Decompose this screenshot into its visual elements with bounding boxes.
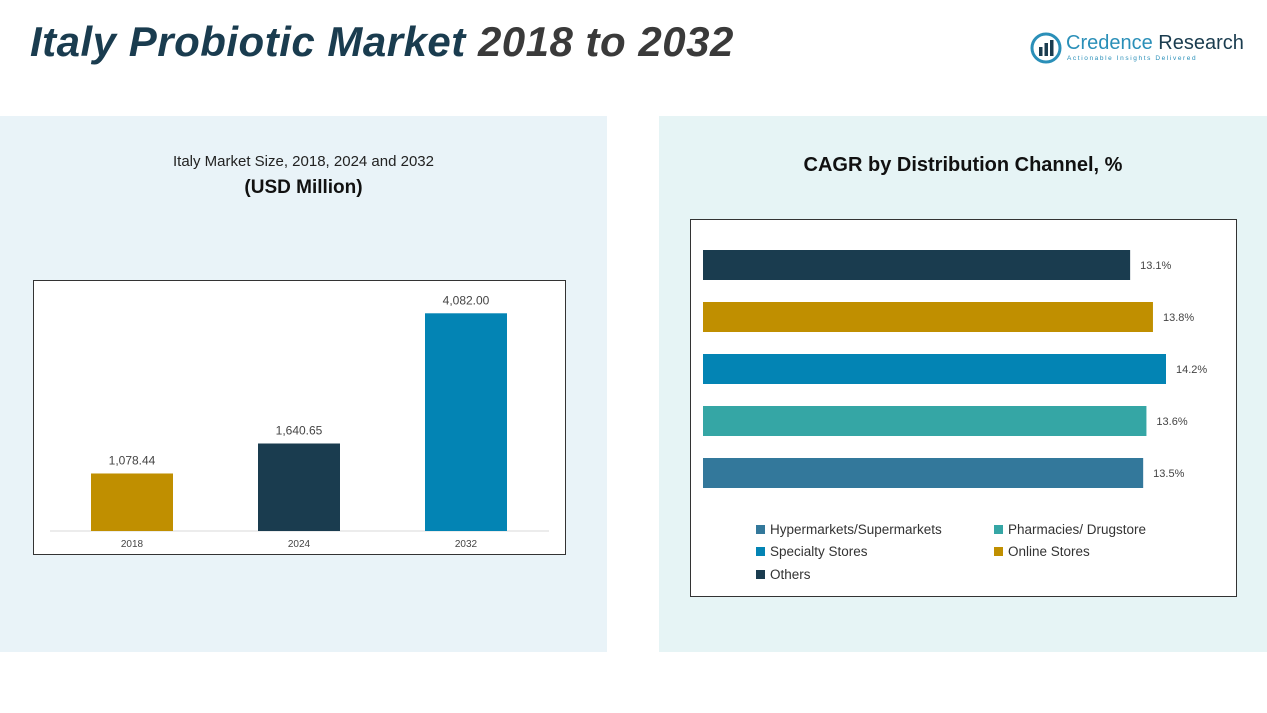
bar-2018 <box>91 473 173 531</box>
legend-item: Pharmacies/ Drugstore <box>994 522 1146 537</box>
legend-swatch <box>756 570 765 579</box>
legend-label: Specialty Stores <box>770 544 868 559</box>
legend-swatch <box>994 547 1003 556</box>
logo-name-part2: Research <box>1158 32 1244 54</box>
legend-label: Others <box>770 567 811 582</box>
hbar-value-label: 13.5% <box>1153 468 1184 480</box>
credence-research-logo: Credence Research Actionable Insights De… <box>1030 30 1244 66</box>
cagr-chart-frame: 13.1% 13.8% 14.2% 13.6% 13.5% Hypermarkets/S… <box>690 219 1237 597</box>
hbar-specialty-stores <box>703 354 1166 384</box>
market-size-panel: Italy Market Size, 2018, 2024 and 2032 (… <box>0 116 607 652</box>
cagr-bar-chart: 13.1% 13.8% 14.2% 13.6% 13.5% <box>703 250 1207 488</box>
x-tick-label: 2024 <box>288 539 311 550</box>
hbar-value-label: 14.2% <box>1176 364 1207 376</box>
page-title: Italy Probiotic Market 2018 to 2032 <box>30 18 734 66</box>
market-size-chart-frame: 1,078.44 2018 1,640.65 2024 4,082.00 2032 <box>33 280 566 555</box>
legend-item: Online Stores <box>994 544 1090 559</box>
market-size-bar-chart: 1,078.44 2018 1,640.65 2024 4,082.00 2032 <box>50 293 549 550</box>
cagr-panel: CAGR by Distribution Channel, % 13.1% 13.… <box>659 116 1267 652</box>
hbar-hypermarkets-supermarkets <box>703 458 1144 488</box>
bar-2024 <box>258 443 340 531</box>
logo-name: Credence Research <box>1066 32 1244 55</box>
hbar-value-label: 13.1% <box>1140 260 1171 272</box>
bar-value-label: 4,082.00 <box>443 293 490 307</box>
x-tick-label: 2018 <box>121 539 144 550</box>
hbar-pharmacies-drugstore <box>703 406 1147 436</box>
bar-value-label: 1,640.65 <box>276 423 323 437</box>
legend-label: Hypermarkets/Supermarkets <box>770 522 942 537</box>
legend-swatch <box>994 525 1003 534</box>
logo-name-part1: Credence <box>1066 32 1153 54</box>
market-size-title: Italy Market Size, 2018, 2024 and 2032 <box>172 153 434 170</box>
legend-label: Pharmacies/ Drugstore <box>1008 522 1147 537</box>
market-size-unit: (USD Million) <box>244 177 363 198</box>
hbar-others <box>703 250 1131 280</box>
bar-2032 <box>425 313 507 531</box>
legend-item: Specialty Stores <box>756 544 868 559</box>
legend-item: Hypermarkets/Supermarkets <box>756 522 942 537</box>
bar-value-label: 1,078.44 <box>109 453 156 467</box>
hbar-online-stores <box>703 302 1153 332</box>
x-tick-label: 2032 <box>455 539 478 550</box>
hbar-value-label: 13.6% <box>1156 416 1187 428</box>
logo-icon <box>1030 32 1062 64</box>
legend-swatch <box>756 525 765 534</box>
legend-label: Online Stores <box>1008 544 1090 559</box>
title-part1: Italy Probiotic Market <box>30 18 466 65</box>
legend-item: Others <box>756 567 811 582</box>
legend-swatch <box>756 547 765 556</box>
logo-tagline: Actionable Insights Delivered <box>1067 55 1198 62</box>
hbar-value-label: 13.8% <box>1163 312 1194 324</box>
cagr-title: CAGR by Distribution Channel, % <box>803 154 1123 176</box>
title-part2: 2018 to 2032 <box>477 18 734 65</box>
